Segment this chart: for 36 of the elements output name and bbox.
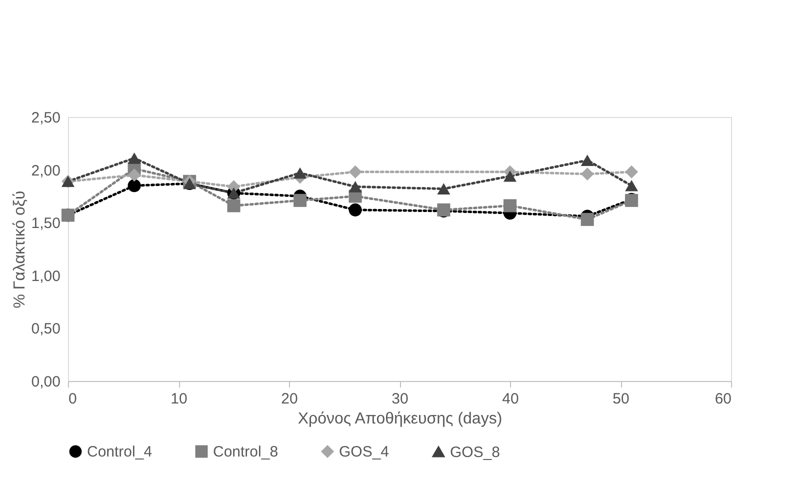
point: [128, 179, 141, 192]
y-tick-label: 0,00: [31, 374, 60, 390]
point: [227, 199, 240, 212]
point: [128, 152, 141, 164]
x-tick-label: 40: [502, 390, 519, 408]
point: [294, 167, 307, 179]
x-tick-label: 60: [714, 390, 732, 408]
x-axis-title: Χρόνος Αποθήκευσης (days): [298, 410, 502, 428]
point: [625, 165, 638, 178]
point: [294, 194, 307, 207]
point: [437, 183, 450, 194]
y-tick-label: 2,50: [31, 110, 60, 126]
point: [625, 180, 638, 192]
point: [348, 165, 362, 178]
point: [128, 168, 141, 182]
x-tick-label: 0: [68, 390, 77, 408]
point: [503, 170, 517, 182]
x-tick-label: 50: [612, 390, 630, 408]
y-tick-label: 1,00: [31, 268, 60, 285]
point: [348, 203, 362, 216]
x-tick-label: 20: [281, 390, 298, 408]
y-axis-title: % Γαλακτικό οξύ: [11, 190, 28, 308]
y-tick-label: 2,00: [31, 162, 60, 180]
legend-label: GOS_4: [339, 444, 390, 461]
point: [348, 181, 362, 192]
point: [580, 212, 594, 226]
x-tick-label: 30: [392, 390, 408, 408]
legend-label: Control_8: [213, 444, 278, 461]
y-tick-label: 0,50: [31, 320, 60, 338]
point: [580, 168, 594, 181]
point: [503, 199, 517, 212]
legend-label: Control_4: [87, 444, 152, 461]
point: [580, 154, 594, 166]
x-tick-label: 10: [170, 390, 188, 408]
y-tick-label: 1,50: [31, 215, 60, 232]
legend-label: GOS_8: [450, 444, 500, 461]
